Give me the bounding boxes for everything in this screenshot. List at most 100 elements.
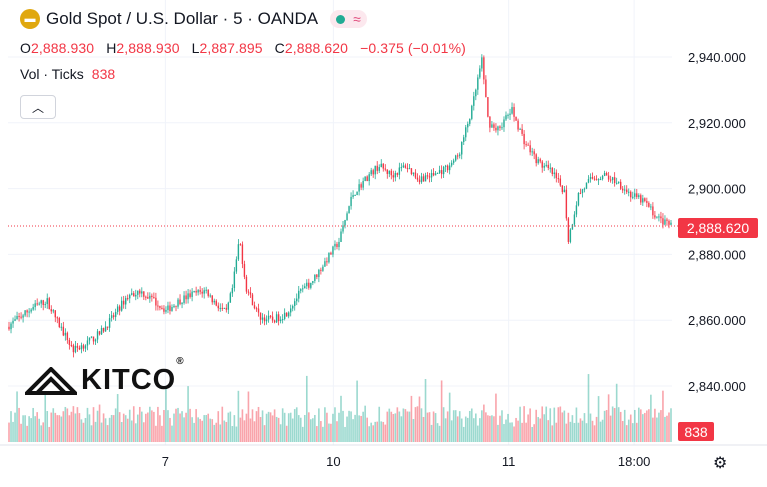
volume-legend[interactable]: Vol · Ticks 838 (20, 66, 115, 82)
indicator-pills[interactable]: ≈ (330, 10, 367, 28)
candle-body (370, 170, 372, 175)
x-tick-label: 11 (502, 454, 516, 469)
settings-icon[interactable]: ⚙ (713, 455, 728, 472)
candle-body (652, 206, 654, 216)
volume-bar (577, 422, 580, 442)
candle-body (467, 123, 469, 128)
candle-body (60, 326, 63, 328)
candle-body (185, 295, 187, 300)
volume-bar (434, 413, 437, 442)
volume-bar (273, 409, 276, 442)
x-tick-label: 7 (162, 454, 169, 469)
volume-bar (241, 409, 244, 442)
volume-bar (237, 390, 240, 442)
volume-bar (225, 421, 228, 442)
candle-body (167, 305, 169, 310)
volume-bar (432, 411, 435, 442)
candle-body (364, 176, 366, 181)
candle-body (459, 154, 461, 156)
volume-bar (179, 413, 181, 442)
time-axis[interactable]: 7 10 11 18:00 (162, 454, 651, 469)
candle-body (547, 164, 549, 168)
candle-body (66, 332, 69, 340)
x-tick-label: 10 (326, 454, 340, 469)
volume-bar (253, 421, 256, 442)
volume-bar (72, 406, 75, 442)
ohlc-legend: O2,888.930 H2,888.930 L2,887.895 C2,888.… (20, 40, 474, 56)
volume-bar (533, 424, 535, 442)
candle-body (225, 307, 228, 310)
green-dot-icon[interactable] (336, 14, 346, 24)
candle-body (446, 165, 449, 171)
volume-bar (481, 410, 483, 442)
candle-body (404, 165, 407, 168)
candle-body (358, 184, 360, 192)
wave-icon[interactable]: ≈ (353, 11, 361, 27)
volume-bar (16, 391, 18, 442)
candle-body (485, 79, 487, 98)
candle-body (149, 295, 151, 299)
candle-body (428, 176, 431, 178)
volume-bar (617, 407, 620, 442)
candle-body (235, 259, 238, 272)
candle-body (239, 244, 242, 246)
candle-body (424, 175, 427, 182)
high-value: 2,888.930 (116, 40, 180, 56)
volume-bar (561, 412, 564, 442)
candle-body (416, 177, 419, 180)
volume-bar (557, 407, 560, 442)
candle-body (489, 116, 491, 128)
candle-body (507, 114, 509, 116)
price-axis[interactable]: 2,940.000 2,920.000 2,900.000 2,880.000 2,86… (688, 50, 746, 394)
candle-body (571, 224, 574, 230)
candle-body (251, 294, 254, 306)
volume-bar (501, 410, 503, 442)
volume-bar (114, 408, 117, 442)
candle-body (163, 308, 165, 312)
last-volume-label: 838 (678, 422, 714, 441)
candle-body (352, 195, 354, 197)
candle-body (601, 176, 604, 180)
symbol-header[interactable]: ▬ Gold Spot / U.S. Dollar · 5 · OANDA ≈ (20, 9, 367, 29)
volume-bar (159, 415, 161, 442)
volume-bar (308, 412, 310, 442)
candle-body (209, 295, 211, 297)
volume-bar (106, 425, 109, 442)
volume-bar (646, 410, 648, 442)
volume-bar (513, 426, 515, 442)
candle-body (104, 326, 107, 332)
change-value: −0.375 (−0.01%) (360, 40, 466, 56)
candle-body (557, 178, 560, 180)
volume-bar (54, 412, 57, 442)
volume-bar (348, 410, 350, 442)
candle-body (541, 161, 543, 168)
kitco-watermark: KITCO® (25, 356, 185, 397)
candle-body (292, 305, 294, 309)
volume-bar (547, 420, 550, 442)
volume-bar (155, 425, 157, 442)
volume-bar (404, 409, 407, 442)
candle-body (177, 299, 179, 307)
candle-body (621, 188, 624, 191)
candle-body (30, 309, 32, 312)
volume-bar (38, 418, 40, 442)
volume-bar (637, 407, 640, 442)
volume-bar (82, 422, 85, 442)
candle-body (249, 292, 252, 295)
volume-bar (20, 423, 22, 442)
candle-body (362, 180, 364, 188)
candle-body (432, 173, 435, 176)
collapse-legend-button[interactable]: ︿ (20, 95, 56, 119)
volume-bar (287, 413, 290, 442)
volume-bar (74, 413, 77, 442)
volume-bar (456, 416, 459, 442)
volume-bar (169, 417, 171, 442)
candle-body (281, 319, 284, 321)
candle-body (171, 307, 173, 312)
volume-bar (629, 414, 632, 442)
y-tick-label: 2,880.000 (688, 247, 746, 262)
volume-bar (579, 418, 582, 442)
volume-bar (519, 406, 521, 442)
volume-bar (118, 412, 121, 442)
